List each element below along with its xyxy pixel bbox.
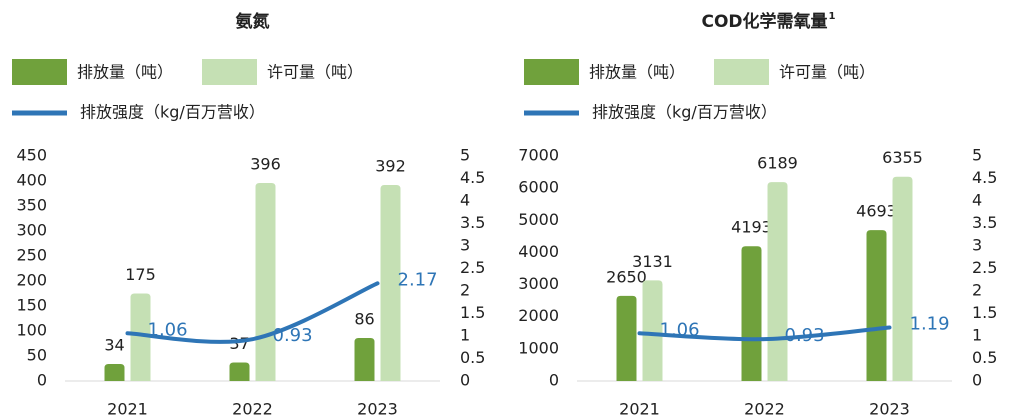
bar (229, 362, 250, 381)
y2-tick-label: 4.5 (972, 168, 997, 187)
line (637, 325, 892, 342)
y-tick-label: 250 (16, 246, 47, 265)
y2-tick-label: 2.5 (460, 258, 485, 277)
y-tick-label: 7000 (518, 146, 559, 165)
y2-tick-label: 4.5 (460, 168, 485, 187)
legend-label: 许可量（吨） (267, 63, 363, 82)
y-tick-label: 350 (16, 196, 47, 215)
bar-label: 4193 (731, 218, 772, 237)
legend-label: 排放强度（kg/百万营收） (80, 103, 265, 122)
x-tick-label: 2023 (869, 400, 910, 419)
bar-label: 6355 (882, 148, 923, 167)
legend-swatch (524, 59, 579, 85)
y2-tick-label: 5 (972, 146, 982, 165)
line-label: 0.93 (273, 325, 313, 346)
y2-tick-label: 2 (972, 281, 982, 300)
y-tick-label: 6000 (518, 178, 559, 197)
y-tick-label: 100 (16, 321, 47, 340)
y2-tick-label: 1 (972, 326, 982, 345)
bar-label: 4693 (856, 202, 897, 221)
y-tick-label: 150 (16, 296, 47, 315)
y2-tick-label: 3 (972, 236, 982, 255)
y-tick-label: 300 (16, 221, 47, 240)
y-tick-label: 400 (16, 171, 47, 190)
legend-label: 排放强度（kg/百万营收） (592, 103, 777, 122)
bar-label: 396 (250, 155, 281, 174)
line (125, 281, 380, 344)
y-tick-label: 200 (16, 271, 47, 290)
y2-tick-label: 0.5 (972, 348, 997, 367)
chart-title: 氨氮 (236, 11, 270, 32)
line-label: 0.93 (785, 325, 825, 346)
line-label: 1.06 (148, 319, 188, 340)
x-tick-label: 2021 (619, 400, 660, 419)
bar (130, 293, 151, 381)
y2-tick-label: 3.5 (972, 213, 997, 232)
x-tick-label: 2023 (357, 400, 398, 419)
line-label: 2.17 (398, 269, 438, 290)
y2-tick-label: 1.5 (972, 303, 997, 322)
bar-label: 86 (354, 310, 374, 329)
bar (354, 338, 375, 381)
y-tick-label: 3000 (518, 274, 559, 293)
bar-label: 175 (125, 265, 156, 284)
title-note: 1 (829, 11, 836, 22)
legend-swatch (714, 59, 769, 85)
y-tick-label: 50 (27, 346, 47, 365)
chart-title: COD化学需氧量 (701, 11, 827, 32)
bar (741, 246, 762, 381)
bar (642, 280, 663, 381)
line-label: 1.19 (910, 313, 950, 334)
y-tick-label: 0 (37, 371, 47, 390)
bar (255, 183, 276, 381)
y2-tick-label: 5 (460, 146, 470, 165)
y2-tick-label: 1.5 (460, 303, 485, 322)
bar-label: 34 (104, 336, 124, 355)
x-tick-label: 2021 (107, 400, 148, 419)
bar-label: 2650 (606, 267, 647, 286)
x-tick-label: 2022 (232, 400, 273, 419)
legend-label: 许可量（吨） (779, 63, 875, 82)
y2-tick-label: 4 (972, 191, 982, 210)
bar (866, 230, 887, 381)
y-tick-label: 5000 (518, 210, 559, 229)
y2-tick-label: 0 (972, 371, 982, 390)
bar-label: 392 (375, 157, 406, 176)
bar (616, 295, 637, 381)
bar-label: 3131 (632, 252, 673, 271)
y2-tick-label: 0 (460, 371, 470, 390)
y2-tick-label: 2 (460, 281, 470, 300)
bar (104, 364, 125, 381)
bar (380, 185, 401, 381)
y-tick-label: 0 (549, 371, 559, 390)
y-tick-label: 4000 (518, 242, 559, 261)
bar-label: 6189 (757, 154, 798, 173)
y2-tick-label: 1 (460, 326, 470, 345)
y2-tick-label: 3.5 (460, 213, 485, 232)
y-tick-label: 1000 (518, 338, 559, 357)
bar (892, 176, 913, 381)
legend-label: 排放量（吨） (589, 63, 685, 82)
x-tick-label: 2022 (744, 400, 785, 419)
y-tick-label: 450 (16, 146, 47, 165)
y-tick-label: 2000 (518, 306, 559, 325)
y2-tick-label: 0.5 (460, 348, 485, 367)
legend-label: 排放量（吨） (77, 63, 173, 82)
legend-swatch (202, 59, 257, 85)
bar (767, 182, 788, 381)
y2-tick-label: 4 (460, 191, 470, 210)
legend-swatch (12, 59, 67, 85)
y2-tick-label: 3 (460, 236, 470, 255)
line-label: 1.06 (660, 319, 700, 340)
y2-tick-label: 2.5 (972, 258, 997, 277)
